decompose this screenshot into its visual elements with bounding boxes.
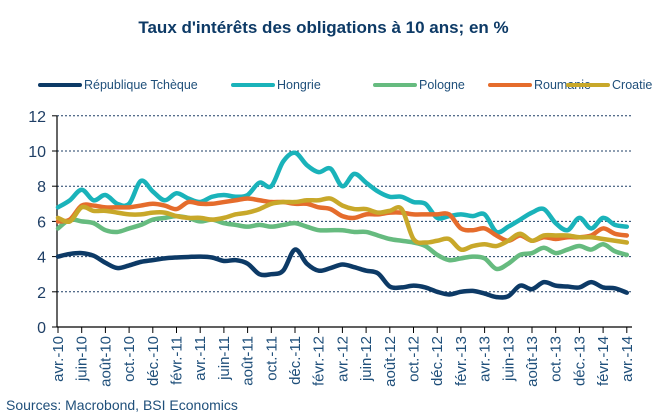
legend: République Tchèque Hongrie Pologne Roumanie… (0, 78, 671, 98)
series-line-pologne (55, 213, 630, 272)
x-tick-label: avr.-13 (477, 336, 494, 382)
source-note: Sources: Macrobond, BSI Economics (6, 397, 238, 413)
x-axis: avr.-10 juin-10 août-10 oct.-10 déc.-10 févr.… (50, 326, 636, 387)
legend-item: Pologne (373, 78, 465, 92)
chart-title: Taux d'intérêts des obligations à 10 ans… (0, 18, 671, 38)
x-tick-label: déc.-11 (287, 336, 304, 385)
x-tick-label: oct.-12 (406, 336, 423, 382)
x-tick-label: avr.-11 (192, 336, 209, 381)
y-tick-label: 2 (37, 285, 46, 302)
y-tick-label: 8 (37, 179, 46, 196)
x-tick-label: juin-12 (358, 336, 375, 382)
y-tick-label: 10 (28, 144, 46, 161)
x-tick-label: juin-13 (500, 336, 517, 382)
x-tick-label: févr.-12 (311, 336, 328, 386)
legend-label: Roumanie (534, 78, 591, 92)
legend-item: Hongrie (231, 78, 321, 92)
legend-label: Croatie (612, 78, 653, 92)
series-line-hongrie (55, 150, 630, 235)
y-tick-label: 0 (37, 320, 46, 337)
x-tick-label: août-12 (382, 336, 399, 387)
x-tick-label: août-10 (97, 336, 114, 387)
legend-swatch (488, 83, 532, 87)
x-tick-label: déc.-13 (571, 336, 588, 386)
x-tick-label: avr.-10 (50, 336, 67, 382)
x-tick-label: avr.-14 (619, 336, 636, 382)
series-line-republique-tcheque (55, 247, 630, 300)
x-tick-label: oct.-13 (548, 336, 565, 382)
y-axis: 0 2 4 6 8 10 12 (28, 109, 58, 337)
legend-label: Hongrie (277, 78, 321, 92)
y-tick-label: 6 (37, 214, 46, 231)
x-tick-label: déc.-12 (429, 336, 446, 386)
series-line-croatie (55, 196, 630, 253)
legend-item: Croatie (566, 78, 652, 92)
x-tick-label: août-13 (524, 336, 541, 387)
legend-swatch (373, 83, 417, 87)
y-tick-label: 12 (28, 109, 46, 126)
y-tick-label: 4 (37, 250, 46, 267)
legend-swatch (38, 83, 82, 87)
legend-label: République Tchèque (84, 78, 198, 92)
x-tick-label: févr.-14 (595, 336, 612, 386)
series-group (55, 150, 630, 300)
x-tick-label: févr.-11 (169, 336, 186, 385)
x-tick-label: avr.-12 (334, 336, 351, 382)
x-tick-label: oct.-11 (263, 336, 280, 381)
x-tick-label: févr.-13 (453, 336, 470, 386)
legend-label: Pologne (419, 78, 465, 92)
x-tick-label: oct.-10 (121, 336, 138, 382)
x-tick-label: août-11 (240, 336, 257, 386)
legend-item: Roumanie (488, 78, 591, 92)
legend-swatch (566, 83, 610, 87)
x-tick-label: juin-10 (74, 336, 91, 382)
x-tick-label: déc.-10 (145, 336, 162, 386)
x-tick-label: juin-11 (216, 336, 233, 381)
legend-item: République Tchèque (38, 78, 198, 92)
chart-title-text: Taux d'intérêts des obligations à 10 ans… (138, 18, 509, 37)
legend-swatch (231, 83, 275, 87)
